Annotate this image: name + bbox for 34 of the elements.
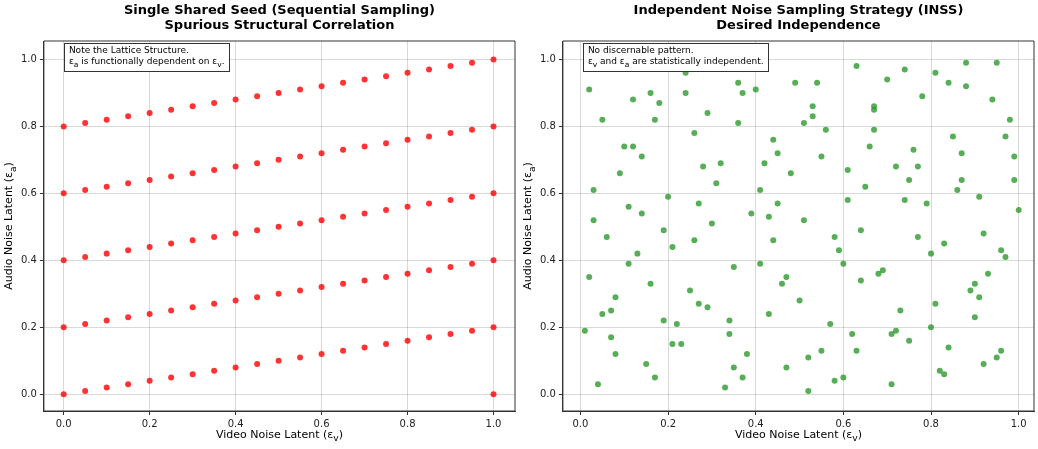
- y-tick-label: 0.6: [21, 186, 37, 198]
- x-tick-label: 0.0: [572, 417, 589, 429]
- annotation: ε$_{v}$ and ε$_{a}$ are statistically independent.: [587, 56, 764, 69]
- x-tick-label: 0.6: [835, 417, 852, 429]
- x-tick-label: 1.0: [485, 417, 502, 429]
- y-tick-label: 0.0: [540, 387, 556, 399]
- x-tick-label: 0.4: [747, 417, 764, 429]
- y-tick-label: 0.4: [21, 253, 37, 265]
- annotation: Note the Lattice Structure.: [68, 45, 189, 55]
- x-tick-label: 0.6: [313, 417, 330, 429]
- y-tick-label: 0.8: [540, 119, 556, 131]
- x-tick-label: 0.4: [227, 417, 244, 429]
- x-axis-title: Video Noise Latent (ε$_{v}$): [733, 428, 863, 444]
- x-tick-label: 0.8: [923, 417, 939, 429]
- y-tick-label: 0.2: [21, 320, 37, 332]
- chart-title: Single Shared Seed (Sequential Sampling): [123, 2, 436, 17]
- y-tick-label: 1.0: [21, 53, 37, 65]
- x-tick-label: 0.8: [399, 417, 416, 429]
- y-tick-label: 0.2: [540, 320, 556, 332]
- x-axis-title: Video Noise Latent (ε$_{v}$): [214, 428, 344, 444]
- x-tick-label: 0.2: [660, 417, 677, 429]
- chart-title: Independent Noise Sampling Strategy (INSS): [633, 2, 964, 17]
- x-tick-label: 0.0: [55, 417, 72, 429]
- y-tick-label: 0.6: [540, 186, 556, 198]
- y-tick-label: 0.4: [540, 253, 556, 265]
- y-tick-label: 1.0: [540, 53, 556, 65]
- y-tick-label: 0.8: [21, 119, 37, 131]
- chart-subtitle: Spurious Structural Correlation: [164, 17, 395, 32]
- x-tick-label: 1.0: [1010, 417, 1027, 429]
- y-tick-label: 0.0: [21, 387, 37, 399]
- x-tick-label: 0.2: [141, 417, 158, 429]
- chart-subtitle: Desired Independence: [716, 17, 881, 32]
- annotation: No discernable pattern.: [587, 45, 694, 55]
- annotation: ε$_{a}$ is functionally dependent on ε$_{v}$.: [68, 56, 225, 69]
